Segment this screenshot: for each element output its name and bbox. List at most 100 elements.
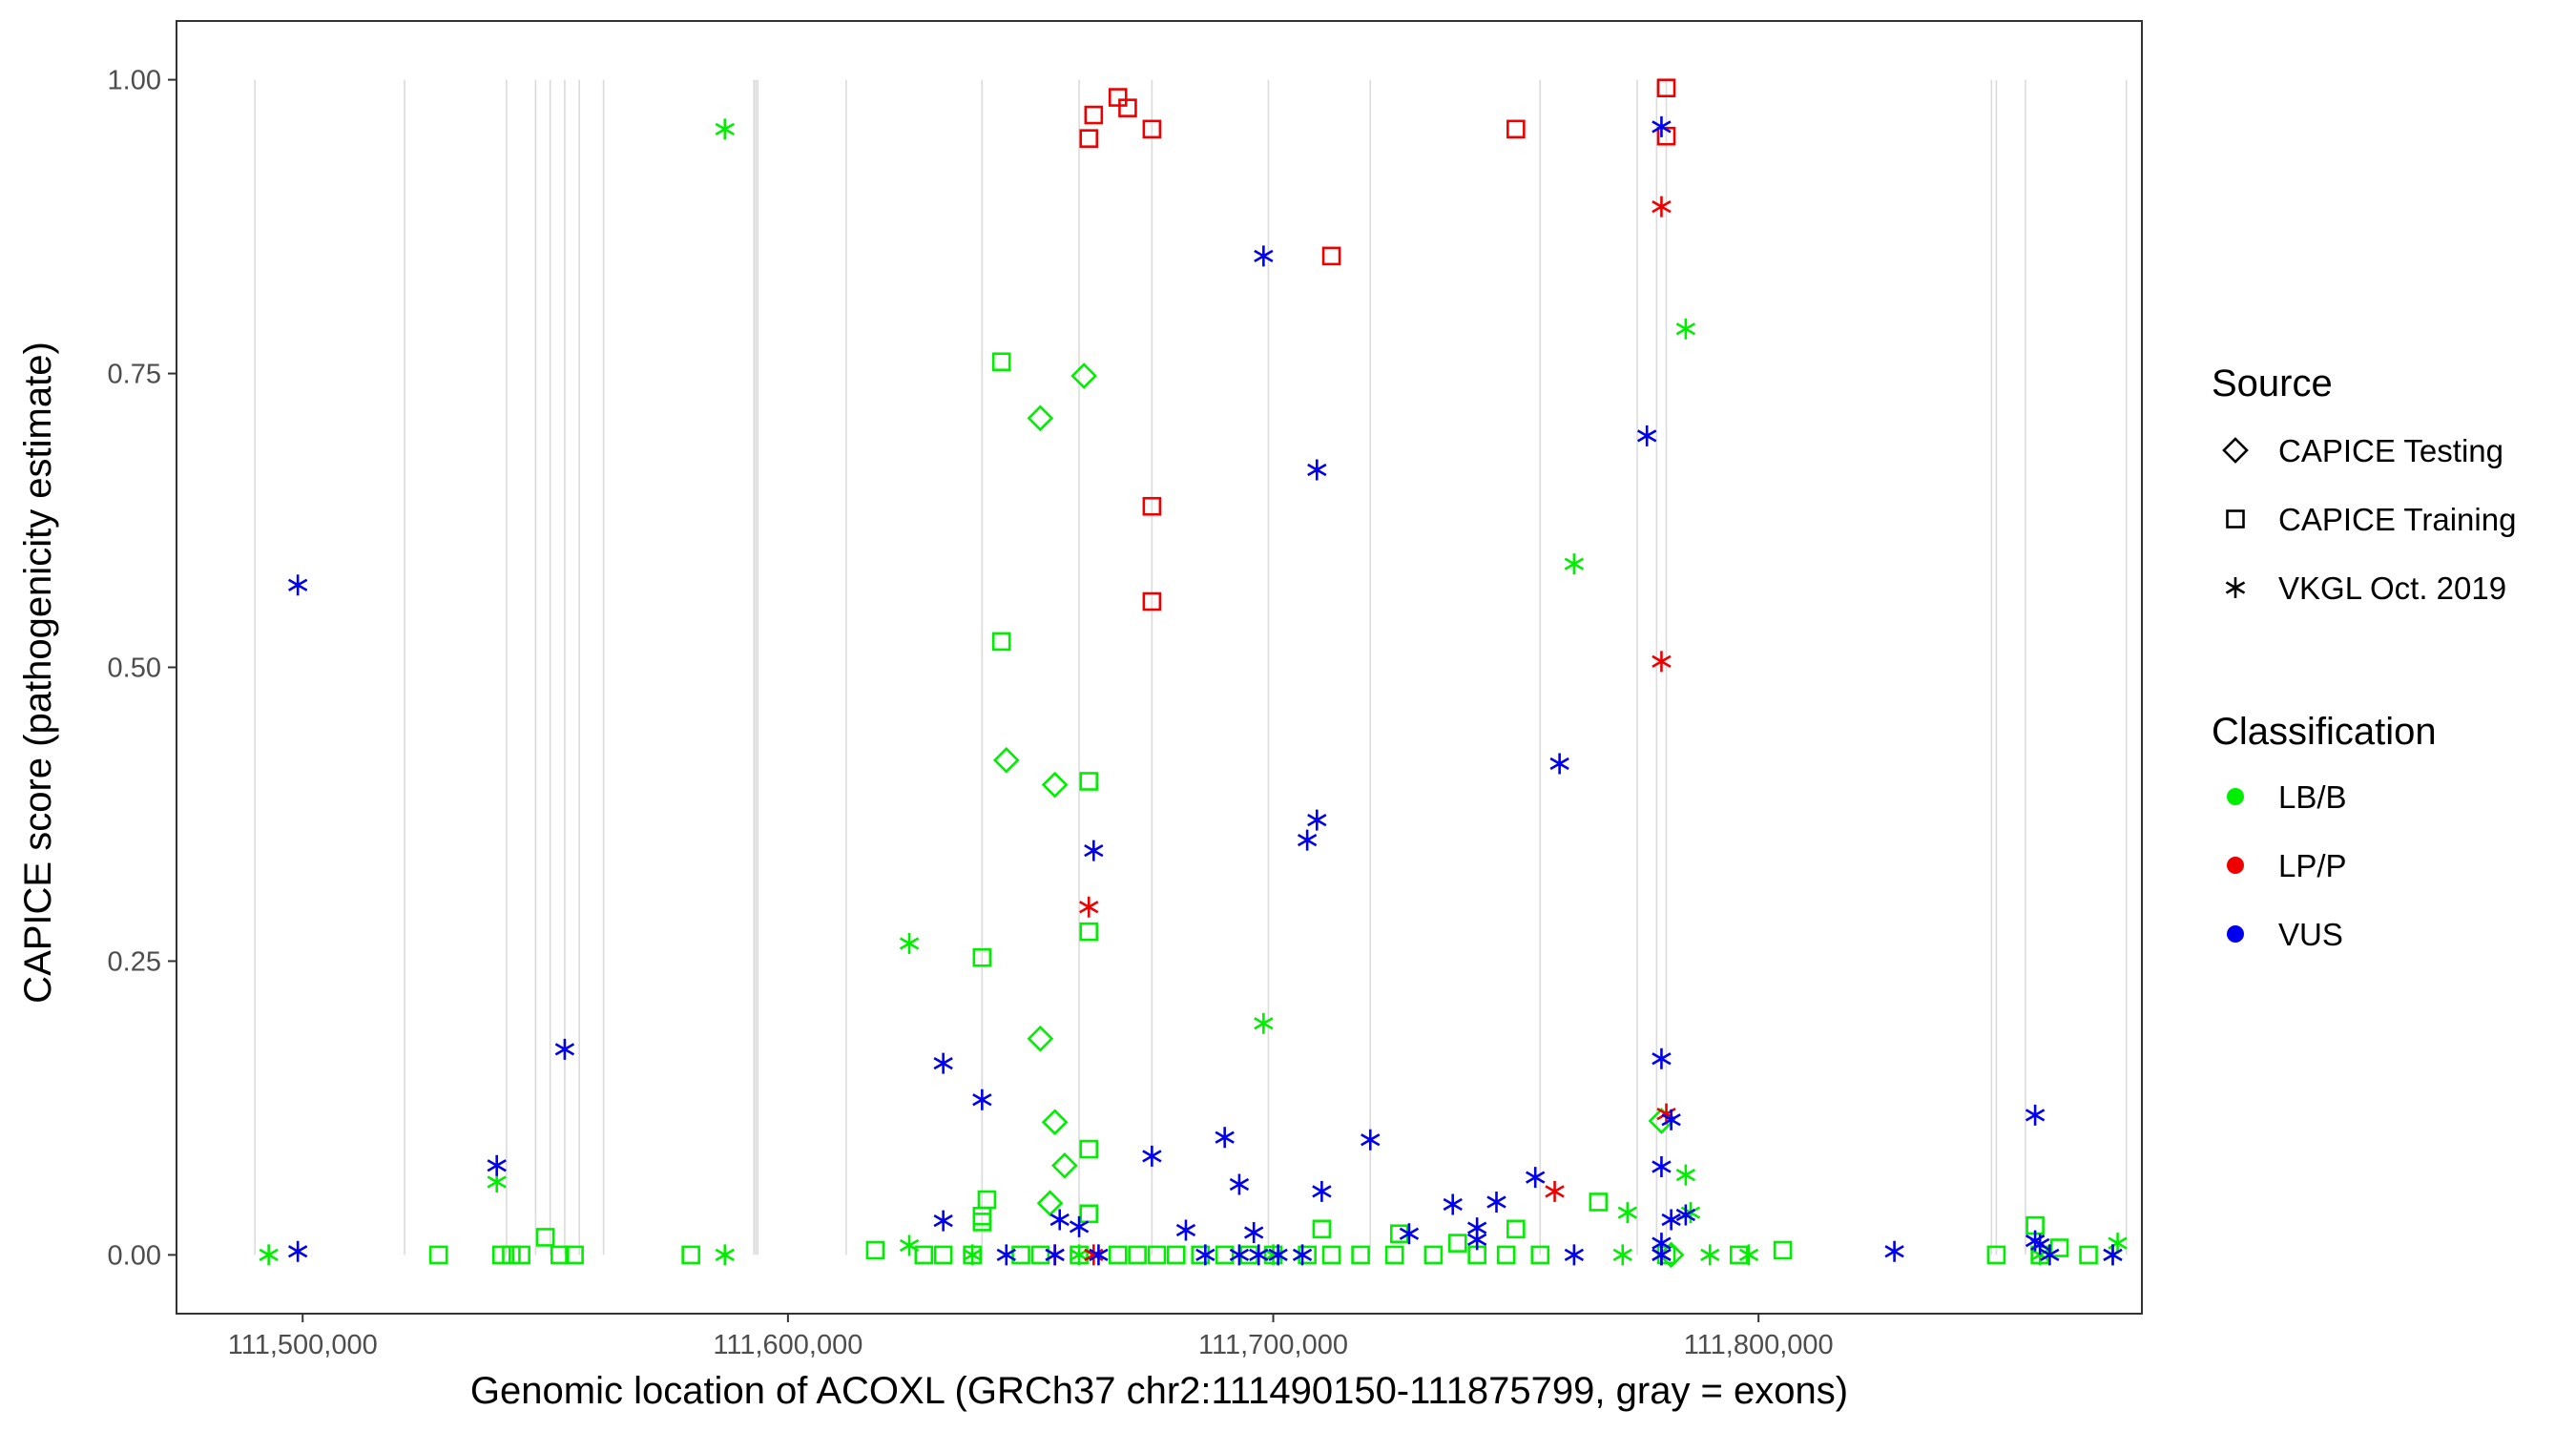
legend-label: CAPICE Testing bbox=[2278, 433, 2503, 468]
data-point bbox=[1142, 591, 1162, 612]
data-point bbox=[287, 574, 308, 596]
data-point bbox=[428, 1245, 448, 1265]
data-point bbox=[1423, 1245, 1444, 1265]
legend-label: CAPICE Training bbox=[2278, 502, 2516, 537]
data-point bbox=[1079, 129, 1099, 148]
data-point bbox=[511, 1245, 530, 1265]
data-point bbox=[1036, 1190, 1064, 1217]
data-point bbox=[1656, 126, 1676, 146]
legend-source-title: Source bbox=[2212, 363, 2333, 404]
data-point bbox=[1108, 88, 1128, 107]
data-point bbox=[1050, 1151, 1078, 1179]
legend-key-dot bbox=[2227, 925, 2244, 943]
legend-label: VUS bbox=[2278, 917, 2343, 952]
x-tick-label: 111,700,000 bbox=[1198, 1330, 1348, 1360]
data-point bbox=[1652, 1047, 1672, 1069]
y-tick-label: 1.00 bbox=[108, 66, 161, 96]
data-point bbox=[1530, 1245, 1550, 1265]
panel-background bbox=[177, 21, 2142, 1314]
data-point bbox=[287, 1240, 308, 1262]
data-point bbox=[1191, 1245, 1211, 1265]
data-point bbox=[1312, 1219, 1332, 1239]
data-point bbox=[1321, 246, 1341, 266]
data-point bbox=[1466, 1229, 1487, 1251]
data-point bbox=[1884, 1240, 1904, 1262]
legend-source-items: CAPICE Testing CAPICE Training VKGL Oct. 2… bbox=[2222, 433, 2516, 606]
data-point bbox=[972, 1089, 992, 1110]
data-point bbox=[991, 632, 1011, 652]
data-point bbox=[1589, 1192, 1609, 1212]
data-point bbox=[1268, 1244, 1288, 1266]
legend-key-asterisk bbox=[2225, 577, 2246, 598]
data-point bbox=[1321, 1245, 1341, 1265]
data-point bbox=[487, 1154, 507, 1176]
data-point bbox=[1041, 1109, 1069, 1136]
data-point bbox=[1545, 1180, 1565, 1202]
data-point bbox=[962, 1244, 983, 1266]
data-point bbox=[865, 1240, 885, 1260]
data-point bbox=[1652, 1244, 1672, 1266]
data-point bbox=[2103, 1244, 2123, 1266]
data-point bbox=[1351, 1245, 1370, 1265]
series-capice-testing-lb-b bbox=[992, 363, 1685, 1269]
data-point bbox=[1307, 809, 1327, 831]
data-point bbox=[1652, 1156, 1672, 1178]
x-tick-label: 111,800,000 bbox=[1684, 1330, 1834, 1360]
data-point bbox=[1399, 1223, 1420, 1245]
legend-key-dot bbox=[2227, 788, 2244, 805]
data-point bbox=[715, 1244, 735, 1266]
data-point bbox=[1142, 1145, 1162, 1167]
data-point bbox=[1108, 1245, 1128, 1265]
data-point bbox=[1652, 115, 1672, 137]
y-tick-label: 0.75 bbox=[108, 360, 161, 390]
data-point bbox=[715, 118, 735, 140]
data-point bbox=[551, 1245, 570, 1265]
data-point bbox=[1142, 119, 1162, 139]
data-point bbox=[1142, 496, 1162, 516]
data-point bbox=[535, 1228, 555, 1247]
data-point bbox=[1506, 1219, 1526, 1239]
data-point bbox=[1612, 1244, 1632, 1266]
data-point bbox=[2079, 1245, 2098, 1265]
data-point bbox=[1661, 1109, 1681, 1130]
data-point bbox=[1167, 1245, 1186, 1265]
data-point bbox=[933, 1245, 953, 1265]
data-point bbox=[1079, 1139, 1099, 1159]
data-point bbox=[1089, 1244, 1109, 1266]
data-point bbox=[996, 1244, 1016, 1266]
data-point bbox=[1448, 1234, 1467, 1253]
data-point bbox=[2049, 1238, 2069, 1257]
data-point bbox=[565, 1245, 584, 1265]
data-point bbox=[1027, 1025, 1054, 1052]
data-point bbox=[1215, 1245, 1235, 1265]
data-point bbox=[1297, 829, 1318, 851]
data-point bbox=[1195, 1244, 1215, 1266]
x-axis-title: Genomic location of ACOXL (GRCh37 chr2:1… bbox=[470, 1370, 1848, 1412]
data-point bbox=[1506, 119, 1526, 139]
data-point bbox=[914, 1245, 934, 1265]
data-point bbox=[1254, 1012, 1274, 1034]
data-point bbox=[1229, 1173, 1250, 1195]
data-point bbox=[1041, 771, 1069, 798]
data-point bbox=[991, 352, 1011, 372]
axes: 0.00 0.25 0.50 0.75 1.00 111,500,000 111,600,0… bbox=[108, 20, 2143, 1360]
data-point bbox=[972, 1213, 992, 1232]
data-point bbox=[1773, 1240, 1793, 1260]
legend-label: VKGL Oct. 2019 bbox=[2278, 570, 2506, 606]
data-point bbox=[1244, 1222, 1264, 1243]
y-tick-label: 0.50 bbox=[108, 653, 161, 684]
data-point bbox=[1045, 1244, 1065, 1266]
data-point bbox=[1079, 1204, 1099, 1224]
data-point bbox=[1486, 1191, 1506, 1213]
exon-lines bbox=[254, 79, 2128, 1255]
data-point bbox=[1496, 1245, 1516, 1265]
legend-key-diamond bbox=[2222, 437, 2249, 464]
data-point bbox=[1049, 1209, 1070, 1231]
data-point bbox=[1652, 196, 1672, 218]
x-tick-label: 111,600,000 bbox=[713, 1330, 862, 1360]
data-point bbox=[1656, 78, 1676, 98]
legend-label: LB/B bbox=[2278, 779, 2347, 815]
data-point bbox=[1443, 1193, 1463, 1215]
data-point bbox=[502, 1245, 521, 1265]
data-point bbox=[1079, 772, 1099, 791]
